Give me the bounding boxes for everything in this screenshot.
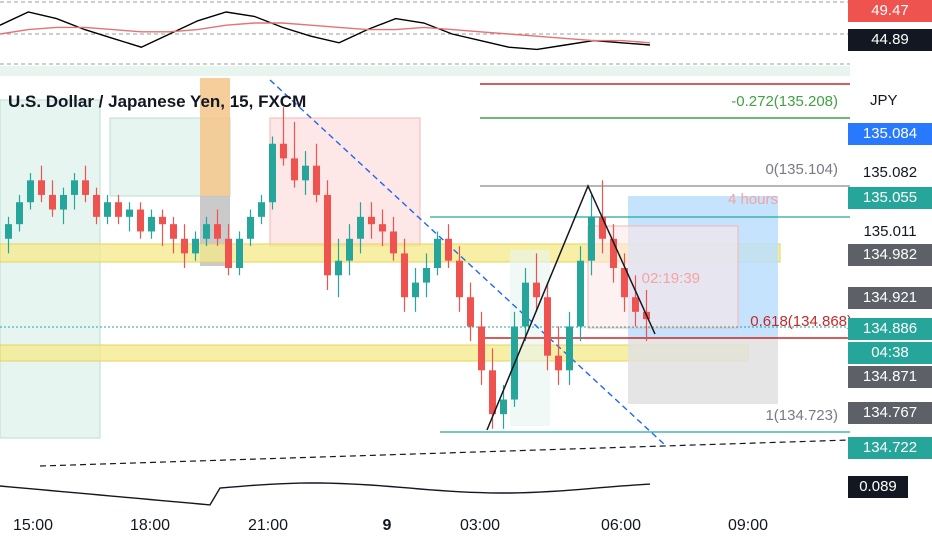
candle-body xyxy=(192,238,199,254)
supply-zone-box xyxy=(269,117,421,247)
time-axis-label: 06:00 xyxy=(601,517,641,534)
candle-body xyxy=(390,231,397,254)
price-axis-label: 135.084 xyxy=(848,123,932,145)
candle-body xyxy=(401,253,408,298)
trend-line xyxy=(39,439,851,467)
candle-body xyxy=(302,165,309,181)
rsi-series-line xyxy=(0,11,651,51)
highlight-box xyxy=(200,78,230,196)
candle-body xyxy=(544,297,551,356)
position-stop-box xyxy=(628,338,778,404)
demand-zone-box xyxy=(0,99,101,439)
candle-body xyxy=(632,297,639,312)
candle-body xyxy=(27,180,34,203)
candle-body xyxy=(159,216,166,225)
candle-body xyxy=(456,260,463,298)
candle-body xyxy=(148,216,155,232)
candle-body xyxy=(38,180,45,195)
price-axis-label: 135.055 xyxy=(848,187,932,209)
candle-body xyxy=(203,224,210,239)
candle-body xyxy=(379,224,386,232)
rsi-series-line xyxy=(0,22,651,44)
candle-body xyxy=(467,297,474,327)
candle-body xyxy=(16,202,23,225)
candle-body xyxy=(478,326,485,371)
oscillator-value-tag: 44.89 xyxy=(848,29,932,51)
candle-body xyxy=(49,194,56,210)
pane-separator xyxy=(0,66,850,76)
candle-body xyxy=(610,238,617,268)
candle-body xyxy=(313,165,320,195)
candle-body xyxy=(335,260,342,276)
candle-body xyxy=(93,194,100,217)
candle-body xyxy=(291,158,298,181)
price-axis-label: 04:38 xyxy=(848,342,932,364)
fib-0618-label: 0.618(134.868) xyxy=(750,313,852,330)
price-axis-label: 134.982 xyxy=(848,244,932,266)
time-axis-label: 9 xyxy=(383,517,392,534)
candle-body xyxy=(423,268,430,283)
bottom-indicator-tag: 0.089 xyxy=(848,476,908,498)
candle-body xyxy=(621,268,628,298)
time-axis-label: 09:00 xyxy=(728,517,768,534)
candle-body xyxy=(599,216,606,239)
oscillator-upper-tag: 49.47 xyxy=(848,0,932,22)
candle-body xyxy=(104,202,111,217)
time-axis-label: 18:00 xyxy=(130,517,170,534)
timer-label: 02:19:39 xyxy=(642,270,700,287)
time-axis-label: 21:00 xyxy=(248,517,288,534)
candle-body xyxy=(489,370,496,415)
candle-body xyxy=(247,216,254,239)
fib-zero-label: 0(135.104) xyxy=(765,161,838,178)
chart-title: U.S. Dollar / Japanese Yen, 15, FXCM xyxy=(8,92,307,111)
candle-body xyxy=(181,238,188,254)
candle-body xyxy=(588,216,595,261)
price-axis-label: 134.767 xyxy=(848,402,932,424)
candle-body xyxy=(115,202,122,217)
candle-body xyxy=(500,399,507,415)
candle-body xyxy=(170,224,177,239)
candle-body xyxy=(434,238,441,268)
candle-body xyxy=(60,194,67,210)
candle-body xyxy=(5,224,12,239)
candle-body xyxy=(225,238,232,268)
candle-body xyxy=(324,194,331,276)
price-axis-label: 134.921 xyxy=(848,287,932,309)
candle-body xyxy=(71,180,78,195)
candle-body xyxy=(258,202,265,217)
time-axis-label: 03:00 xyxy=(460,517,500,534)
indicator-line xyxy=(0,482,651,506)
duration-label: 4 hours xyxy=(728,191,778,208)
candle-body xyxy=(82,180,89,195)
candle-body xyxy=(555,355,562,371)
candle-body xyxy=(137,209,144,232)
candle-body xyxy=(412,282,419,298)
zigzag-pattern xyxy=(486,184,656,431)
candle-body xyxy=(368,216,375,225)
time-axis-label: 15:00 xyxy=(13,517,53,534)
currency-label[interactable]: JPY xyxy=(870,92,898,109)
candle-body xyxy=(577,260,584,327)
candle-body xyxy=(533,282,540,298)
candle-body xyxy=(522,282,529,327)
candle-body xyxy=(357,216,364,239)
fib-one-label: 1(134.723) xyxy=(765,407,838,424)
price-axis-label: 135.082 xyxy=(862,164,918,181)
fib-extension-label: -0.272(135.208) xyxy=(731,93,838,110)
candle-body xyxy=(280,143,287,159)
price-axis-label: 134.871 xyxy=(848,366,932,388)
price-axis-label: 134.722 xyxy=(848,437,932,459)
candle-body xyxy=(236,238,243,268)
candle-body xyxy=(445,238,452,261)
candle-body xyxy=(269,143,276,203)
candle-body xyxy=(346,238,353,261)
candle-body xyxy=(214,224,221,239)
price-axis-label: 135.011 xyxy=(863,223,917,240)
price-axis-label: 134.886 xyxy=(848,318,932,340)
candle-body xyxy=(566,326,573,371)
candle-body xyxy=(126,209,133,217)
